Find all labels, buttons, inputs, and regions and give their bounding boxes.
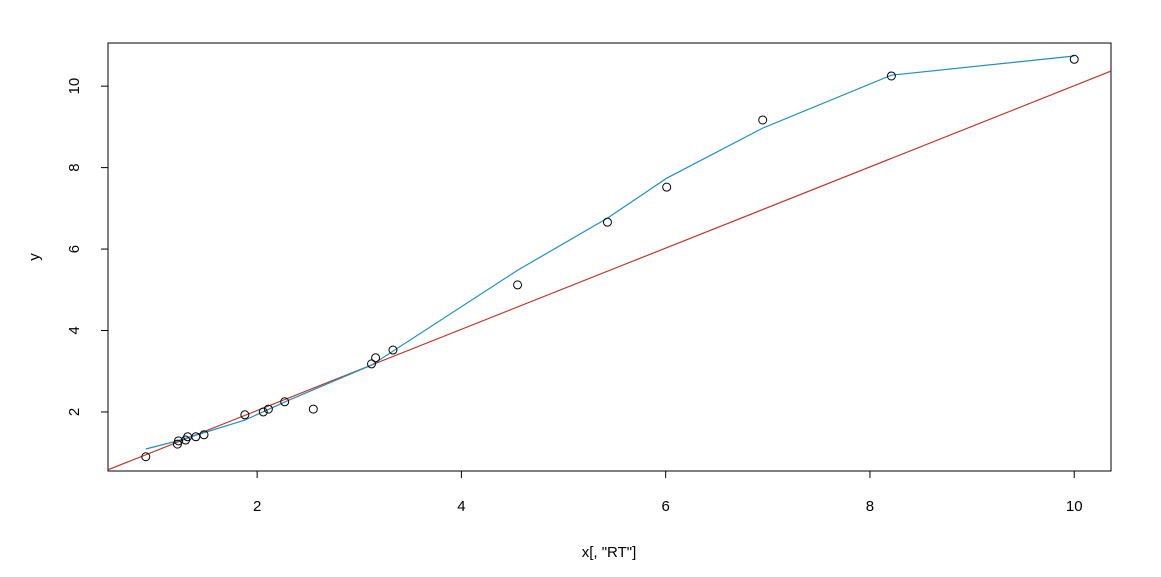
y-tick-label: 4	[66, 326, 83, 334]
y-axis-label: y	[26, 253, 43, 261]
y-tick-label: 6	[66, 245, 83, 253]
y-tick-label: 10	[66, 78, 83, 95]
point	[258, 407, 268, 417]
point	[280, 397, 290, 407]
point	[367, 359, 377, 369]
x-tick-label: 8	[866, 498, 874, 515]
point	[191, 432, 201, 442]
fit-line	[145, 55, 1075, 450]
point	[886, 71, 896, 81]
point	[173, 436, 183, 446]
point	[371, 353, 381, 363]
point	[240, 410, 250, 420]
x-tick-label: 6	[662, 498, 670, 515]
point	[308, 404, 318, 414]
point	[602, 217, 612, 227]
point	[1069, 54, 1079, 64]
point	[199, 430, 209, 440]
fit-line	[108, 70, 1111, 471]
x-tick-label: 2	[253, 498, 261, 515]
point	[758, 115, 768, 125]
point	[141, 452, 151, 462]
point	[662, 182, 672, 192]
plot-frame	[107, 42, 1112, 472]
x-tick-label: 4	[457, 498, 465, 515]
point	[388, 345, 398, 355]
x-tick-label: 10	[1066, 498, 1083, 515]
point	[513, 280, 523, 290]
y-tick-label: 2	[66, 408, 83, 416]
y-tick-label: 8	[66, 163, 83, 171]
x-axis-label: x[, "RT"]	[582, 544, 637, 561]
point	[263, 404, 273, 414]
